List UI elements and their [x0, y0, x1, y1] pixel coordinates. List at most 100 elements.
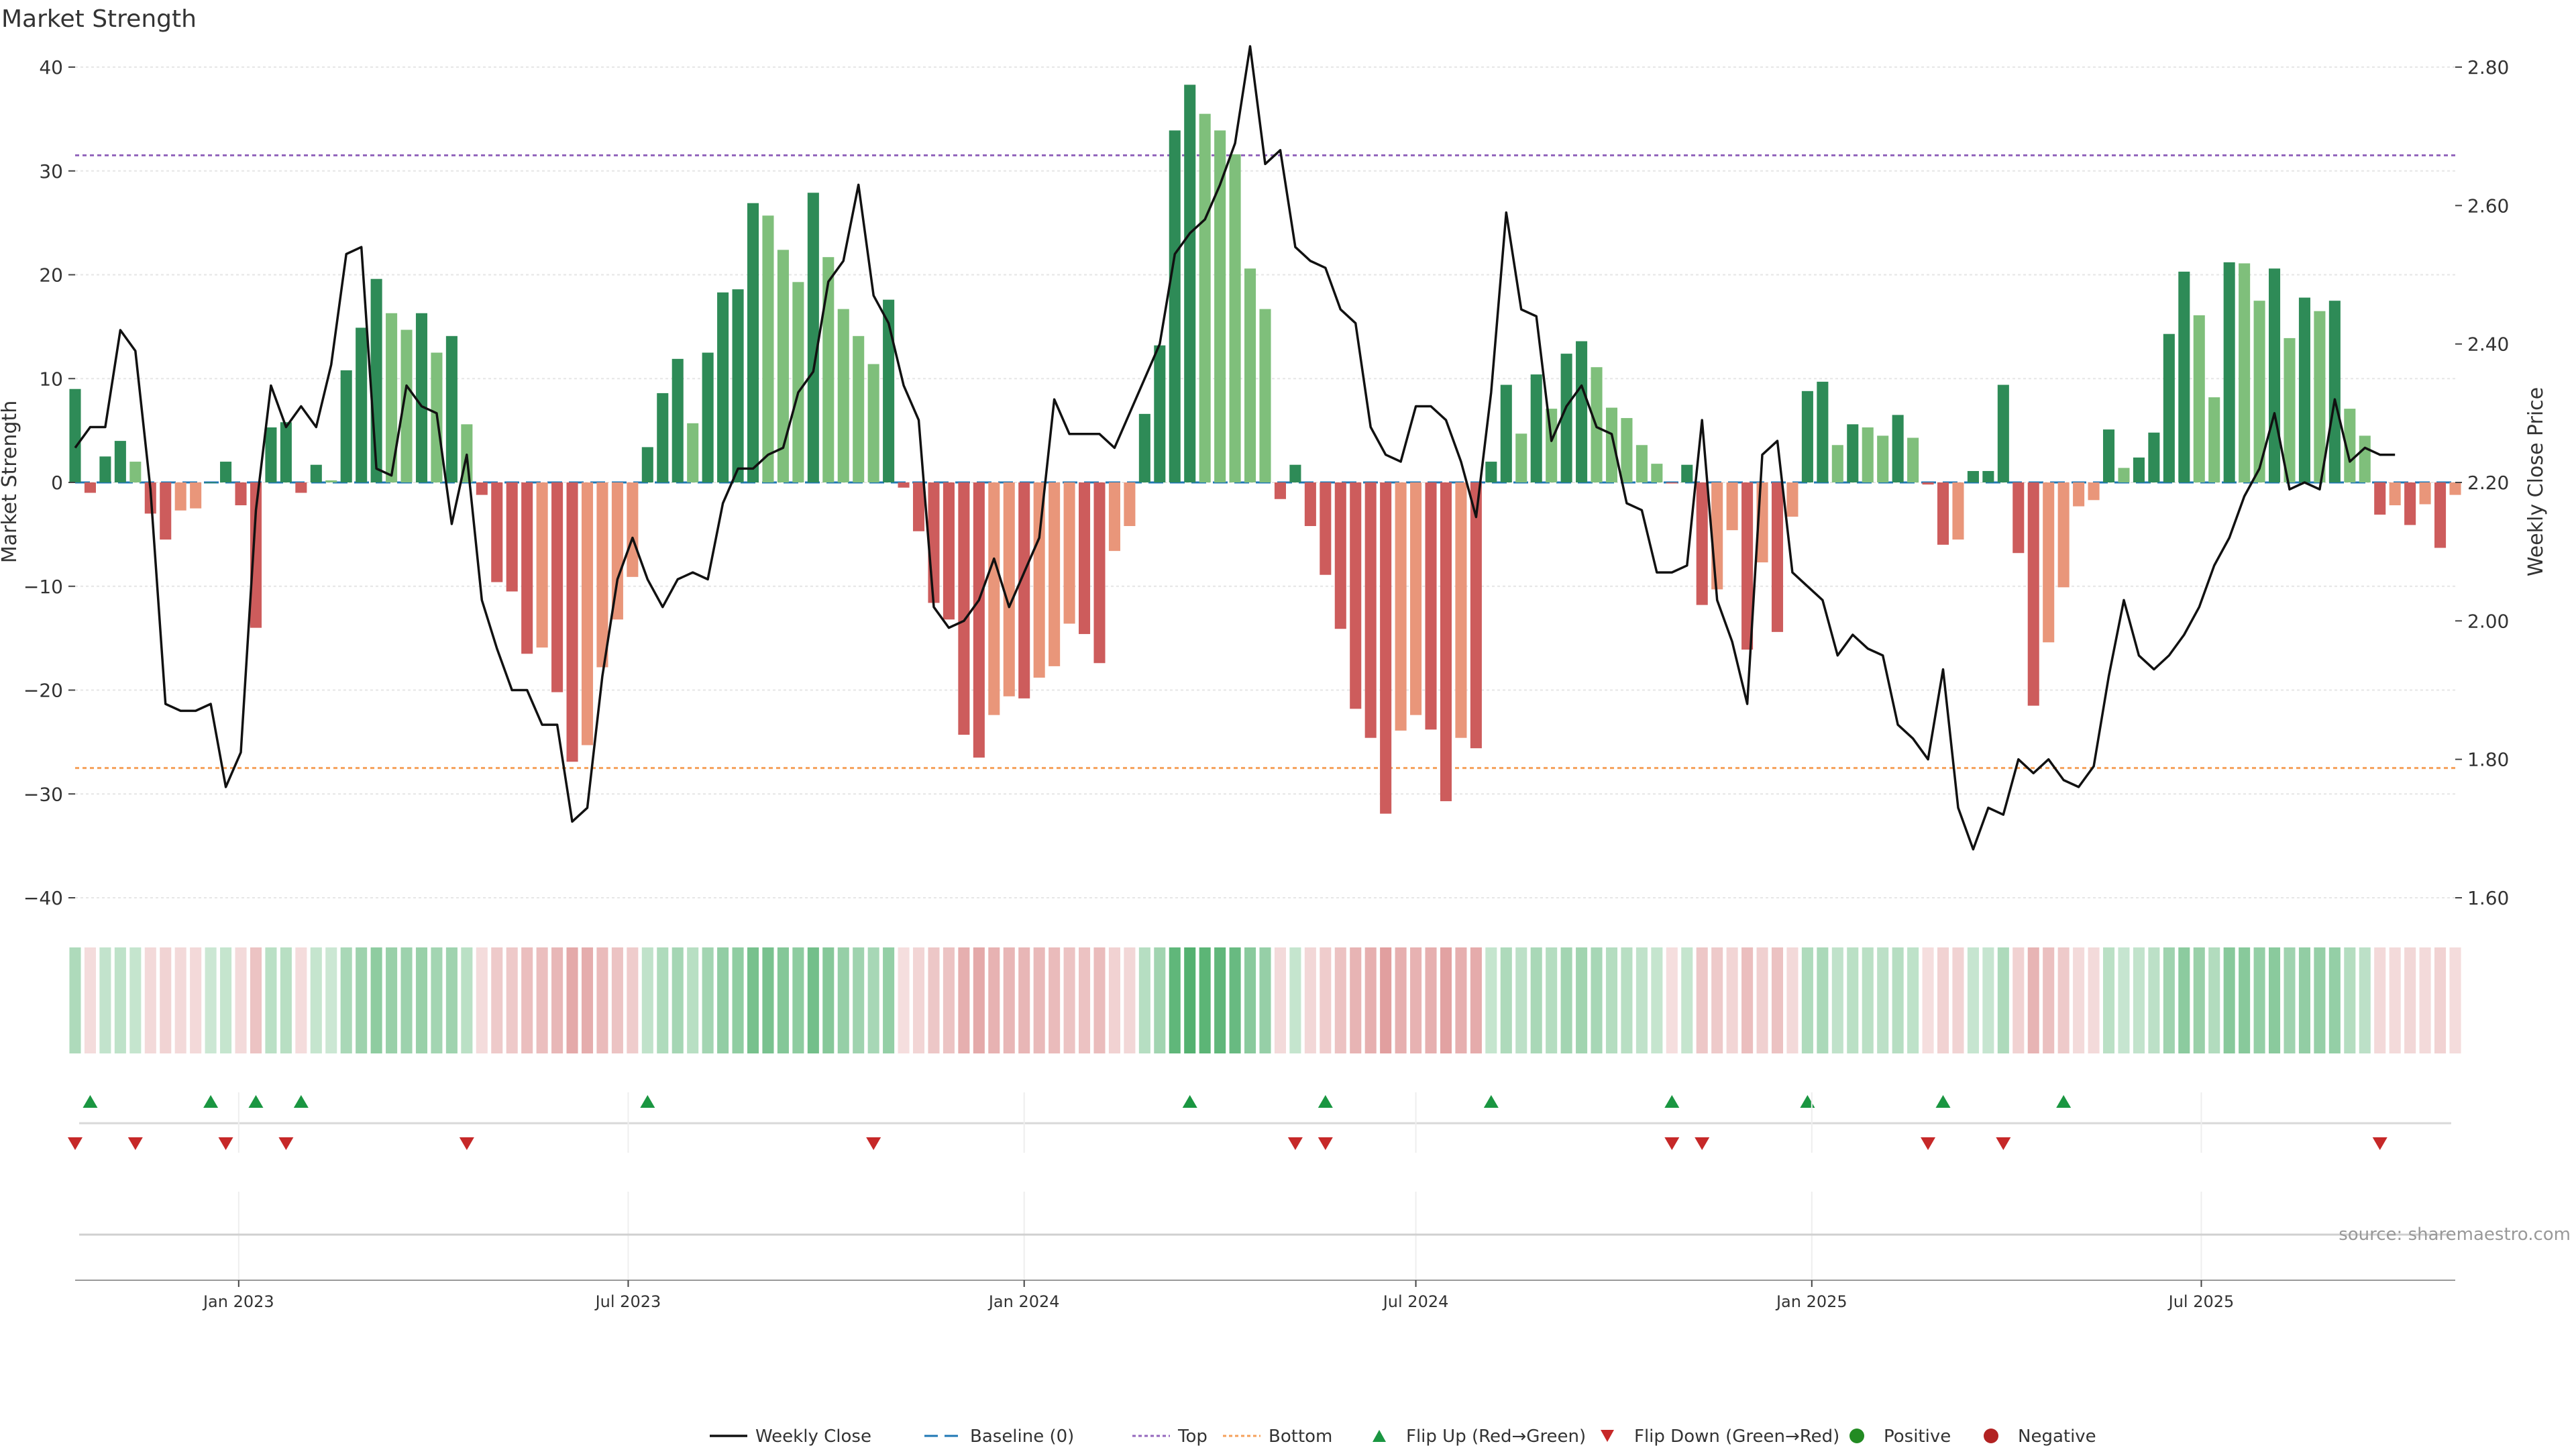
strength-bar [1320, 482, 1332, 575]
strength-bar [415, 313, 428, 482]
legend-item-positive: Positive [1849, 1427, 1951, 1447]
heat-cell [1199, 947, 1211, 1053]
flip-up-marker [1935, 1095, 1951, 1108]
y-left-tick-label: 40 [39, 56, 63, 79]
heat-cell [461, 947, 473, 1053]
strength-bar [2118, 468, 2130, 482]
strength-bar [521, 482, 533, 654]
strength-bar [627, 482, 639, 577]
flip-up-marker [1318, 1095, 1333, 1108]
flip-down-marker [1695, 1137, 1710, 1150]
flip-up-marker [248, 1095, 264, 1108]
heat-cell [672, 947, 684, 1053]
heat-cell [1124, 947, 1136, 1053]
heat-cell [1485, 947, 1497, 1053]
heat-cell [2133, 947, 2145, 1053]
heat-cell [1320, 947, 1332, 1053]
strength-bar [1364, 482, 1377, 738]
heat-cell [1681, 947, 1693, 1053]
heat-cell [1907, 947, 1919, 1053]
strength-bar [822, 257, 835, 482]
y-left-tick-label: 10 [39, 368, 63, 390]
strength-bar [2223, 262, 2235, 482]
strength-bar [2268, 268, 2281, 482]
heat-cell [1576, 947, 1588, 1053]
heat-cell [958, 947, 970, 1053]
heat-cell [988, 947, 1000, 1053]
legend-label: Flip Down (Green→Red) [1634, 1427, 1839, 1447]
heat-cell [1169, 947, 1181, 1053]
strength-bar [2449, 482, 2461, 495]
heat-cell [657, 947, 669, 1053]
strength-bar [1621, 418, 1633, 482]
heat-cell [2389, 947, 2401, 1053]
heat-cell [1786, 947, 1799, 1053]
heat-cell [747, 947, 759, 1053]
heat-cell [310, 947, 322, 1053]
heat-cell [566, 947, 578, 1053]
heat-cell [1289, 947, 1301, 1053]
strength-bar [1635, 445, 1648, 482]
heat-cell [2434, 947, 2447, 1053]
heat-cell [1922, 947, 1934, 1053]
heat-cell [235, 947, 247, 1053]
heat-cell [1862, 947, 1874, 1053]
y-axis-left-label: Market Strength [0, 401, 21, 563]
strength-bar [596, 482, 608, 668]
strength-bar [84, 482, 96, 493]
strength-bar [1229, 154, 1241, 483]
strength-bar [1801, 391, 1813, 482]
heat-cell [1334, 947, 1346, 1053]
legend-flip-down-swatch [1601, 1430, 1614, 1442]
heat-cell [69, 947, 81, 1053]
heat-cell [491, 947, 503, 1053]
heat-cell [1455, 947, 1467, 1053]
heat-cell [1500, 947, 1512, 1053]
strength-bar [2193, 315, 2205, 482]
legend: Weekly Close Baseline (0) Top Bottom Flip Up… [710, 1427, 2096, 1447]
strength-bar [1259, 309, 1271, 482]
strength-bar [1605, 407, 1618, 482]
strength-bar [1560, 354, 1572, 482]
heat-cell [717, 947, 729, 1053]
strength-bar [400, 329, 413, 482]
strength-bar [2284, 338, 2296, 482]
flip-up-marker [1483, 1095, 1499, 1108]
heat-cell [2328, 947, 2341, 1053]
legend-item-flipdown: Flip Down (Green→Red) [1601, 1427, 1839, 1447]
strength-bar [2359, 435, 2371, 482]
heat-cell [114, 947, 126, 1053]
strength-bar [1485, 462, 1497, 482]
heat-cell [596, 947, 608, 1053]
heat-cell [2449, 947, 2461, 1053]
x-tick-label: Jul 2023 [594, 1292, 661, 1311]
heat-cell [1937, 947, 1949, 1053]
strength-bar [792, 282, 804, 482]
heat-cell [762, 947, 774, 1053]
heat-cell [2118, 947, 2130, 1053]
legend-item-bottom: Bottom [1223, 1427, 1332, 1447]
y-left-tick-label: −10 [23, 576, 63, 598]
strength-bar [867, 364, 879, 482]
strength-bar [99, 456, 111, 482]
heat-cell [2088, 947, 2100, 1053]
strength-bar [1546, 409, 1558, 482]
strength-bar [1410, 482, 1422, 715]
strength-bar [1997, 384, 2009, 482]
heat-cell [250, 947, 262, 1053]
heat-cell [265, 947, 277, 1053]
strength-bar [2012, 482, 2025, 554]
strength-bar [1515, 433, 1527, 482]
flip-down-marker [1664, 1137, 1680, 1150]
heat-cell [1605, 947, 1618, 1053]
strength-bar [1455, 482, 1467, 738]
heat-cell [2193, 947, 2205, 1053]
strength-heat-strip [69, 947, 2461, 1053]
strength-bar [1877, 435, 1889, 482]
strength-bar [657, 393, 669, 482]
heat-cell [1831, 947, 1843, 1053]
heat-cell [506, 947, 518, 1053]
strength-bar [2253, 301, 2265, 482]
y-left-tick-label: 20 [39, 264, 63, 287]
heat-cell [1621, 947, 1633, 1053]
